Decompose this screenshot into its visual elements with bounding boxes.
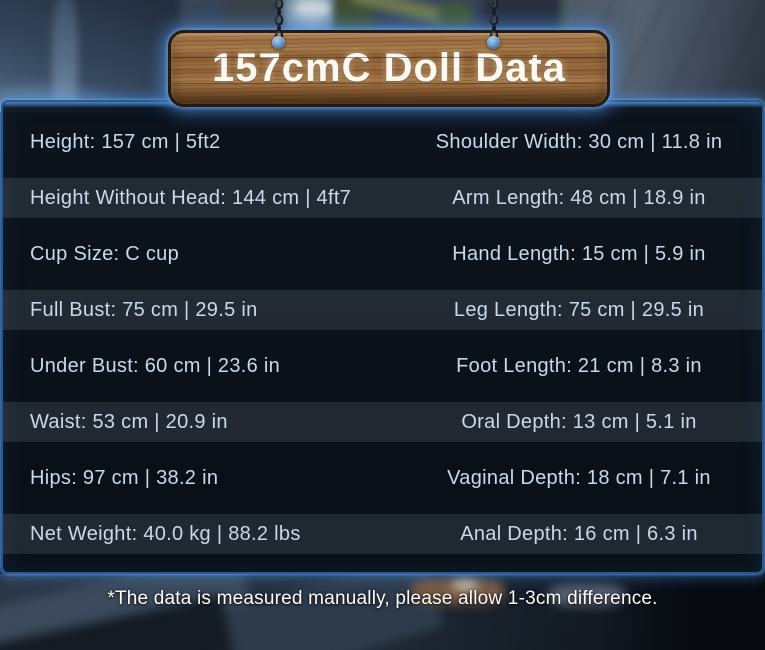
spec-waist: Waist: 53 cm | 20.9 in	[30, 411, 228, 433]
spec-oral-depth: Oral Depth: 13 cm | 5.1 in	[461, 411, 697, 433]
background-dark-corner	[612, 574, 765, 650]
measurement-row: Under Bust: 60 cm | 23.6 in Foot Length:…	[3, 338, 762, 394]
page-title: 157cmC Doll Data	[212, 46, 566, 90]
spec-foot-length: Foot Length: 21 cm | 8.3 in	[456, 355, 702, 377]
background-scene-top	[0, 0, 765, 112]
hanging-wood-sign: 157cmC Doll Data	[168, 30, 610, 107]
spec-full-bust: Full Bust: 75 cm | 29.5 in	[30, 299, 258, 321]
eyelet-left-icon	[272, 36, 285, 49]
background-bright-object	[296, 2, 330, 15]
measurement-row: Waist: 53 cm | 20.9 in Oral Depth: 13 cm…	[3, 394, 762, 450]
spec-arm-length: Arm Length: 48 cm | 18.9 in	[452, 187, 706, 209]
spec-cup-size: Cup Size: C cup	[30, 243, 180, 265]
eyelet-right-icon	[487, 36, 500, 49]
spec-leg-length: Leg Length: 75 cm | 29.5 in	[453, 299, 705, 321]
measurement-row: Full Bust: 75 cm | 29.5 in Leg Length: 7…	[3, 282, 762, 338]
spec-vaginal-depth: Vaginal Depth: 18 cm | 7.1 in	[447, 467, 711, 489]
measurement-disclaimer: *The data is measured manually, please a…	[107, 588, 658, 609]
spec-hand-length: Hand Length: 15 cm | 5.9 in	[452, 243, 706, 265]
measurement-row: Height: 157 cm | 5ft2 Shoulder Width: 30…	[3, 114, 762, 170]
measurement-row: Height Without Head: 144 cm | 4ft7 Arm L…	[3, 170, 762, 226]
measurement-row: Hips: 97 cm | 38.2 in Vaginal Depth: 18 …	[3, 450, 762, 506]
spec-shoulder-width: Shoulder Width: 30 cm | 11.8 in	[435, 131, 723, 153]
spec-hips: Hips: 97 cm | 38.2 in	[30, 467, 219, 489]
spec-anal-depth: Anal Depth: 16 cm | 6.3 in	[460, 523, 698, 545]
measurement-row: Cup Size: C cup Hand Length: 15 cm | 5.9…	[3, 226, 762, 282]
doll-data-panel: Height: 157 cm | 5ft2 Shoulder Width: 30…	[1, 100, 764, 574]
spec-height-without-head: Height Without Head: 144 cm | 4ft7	[30, 187, 352, 209]
spec-height: Height: 157 cm | 5ft2	[30, 131, 221, 153]
background-scene-bottom	[0, 574, 765, 650]
background-bush	[438, 2, 472, 30]
background-bright-blur	[452, 580, 478, 590]
spec-under-bust: Under Bust: 60 cm | 23.6 in	[30, 355, 281, 377]
spec-net-weight: Net Weight: 40.0 kg | 88.2 lbs	[30, 523, 301, 545]
background-object-blur	[548, 584, 626, 606]
measurement-row: Net Weight: 40.0 kg | 88.2 lbs Anal Dept…	[3, 506, 762, 562]
